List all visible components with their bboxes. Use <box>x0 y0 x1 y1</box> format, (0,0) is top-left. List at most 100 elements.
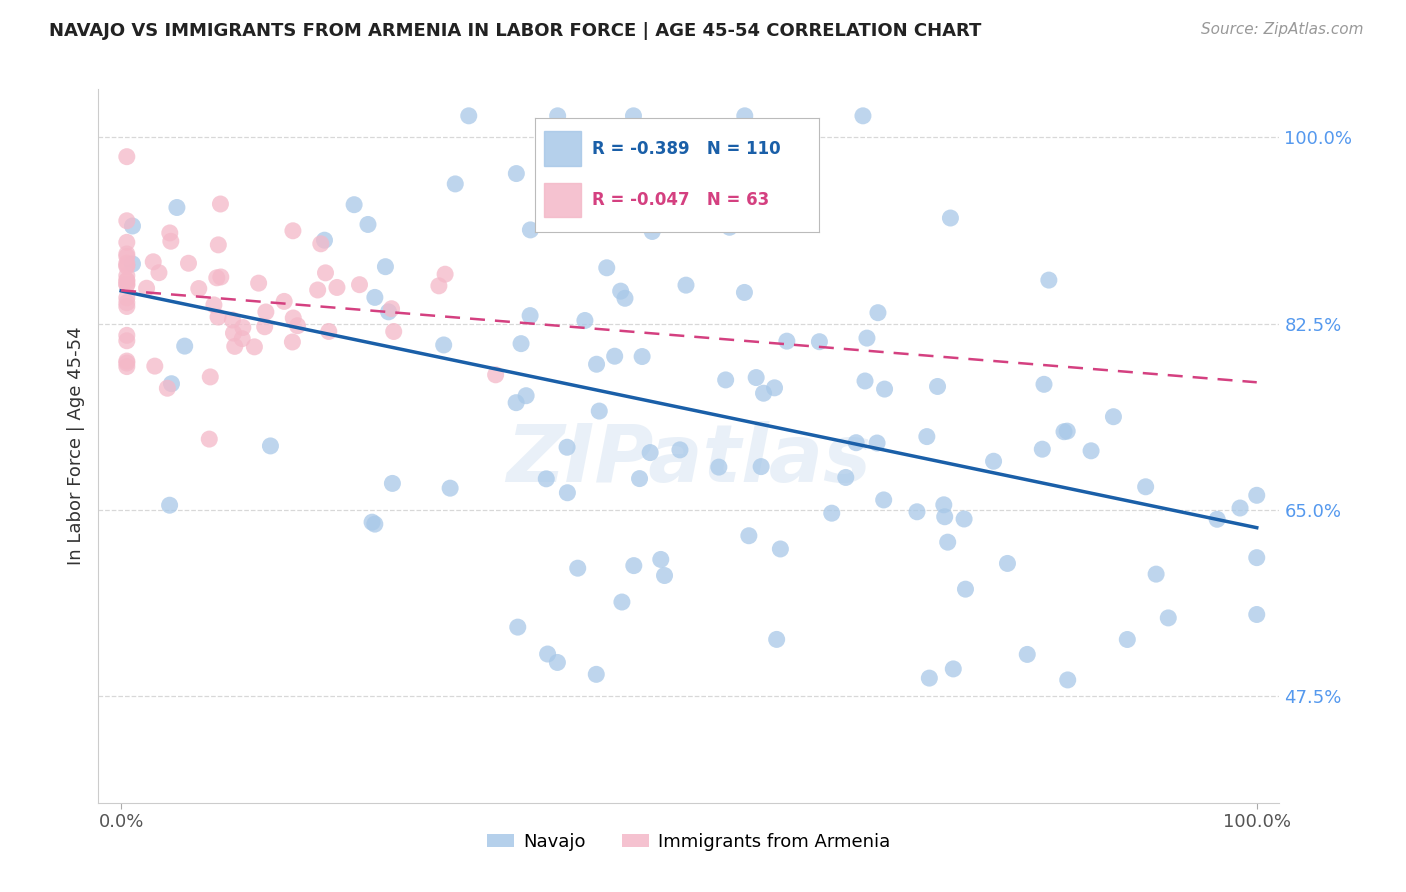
Point <box>567 561 589 575</box>
Point <box>364 290 387 304</box>
Point <box>669 442 692 457</box>
Point <box>115 300 138 314</box>
Point <box>485 368 508 382</box>
Point <box>983 454 1005 468</box>
Point <box>115 150 138 164</box>
Point <box>942 662 965 676</box>
Point <box>603 349 626 363</box>
Text: NAVAJO VS IMMIGRANTS FROM ARMENIA IN LABOR FORCE | AGE 45-54 CORRELATION CHART: NAVAJO VS IMMIGRANTS FROM ARMENIA IN LAB… <box>49 22 981 40</box>
Point <box>254 305 277 319</box>
Point <box>142 254 165 268</box>
Point <box>121 257 143 271</box>
Point <box>202 298 225 312</box>
Point <box>115 356 138 370</box>
Point <box>382 325 405 339</box>
Point <box>318 325 340 339</box>
Point <box>808 334 831 349</box>
Point <box>1246 488 1268 502</box>
Point <box>585 667 607 681</box>
Point <box>381 476 404 491</box>
Point <box>361 515 384 529</box>
Point <box>733 285 755 300</box>
Point <box>536 647 558 661</box>
Point <box>934 509 956 524</box>
Point <box>247 276 270 290</box>
Legend: Navajo, Immigrants from Armenia: Navajo, Immigrants from Armenia <box>481 826 897 858</box>
Point <box>955 582 977 596</box>
Point <box>173 339 195 353</box>
Point <box>1033 377 1056 392</box>
Point <box>654 568 676 582</box>
Point <box>433 338 456 352</box>
Point <box>915 429 938 443</box>
Point <box>115 256 138 270</box>
Point <box>765 632 787 647</box>
Point <box>873 492 896 507</box>
Point <box>1157 611 1180 625</box>
Point <box>115 258 138 272</box>
Point <box>873 382 896 396</box>
Point <box>718 220 741 235</box>
Point <box>738 529 761 543</box>
Point <box>115 334 138 348</box>
Point <box>997 557 1019 571</box>
Point <box>314 233 336 247</box>
Point <box>1038 273 1060 287</box>
Point <box>752 386 775 401</box>
Point <box>207 238 229 252</box>
Point <box>115 213 138 227</box>
Point <box>603 185 626 199</box>
Point <box>281 334 304 349</box>
Point <box>253 319 276 334</box>
Point <box>536 472 558 486</box>
Point <box>1229 501 1251 516</box>
Point <box>588 404 610 418</box>
Point <box>623 558 645 573</box>
Point <box>505 167 527 181</box>
Point <box>315 266 337 280</box>
Point <box>115 235 138 250</box>
Point <box>1206 512 1229 526</box>
Point <box>856 331 879 345</box>
Point <box>631 350 654 364</box>
Point <box>222 326 245 340</box>
Point <box>357 218 380 232</box>
Point <box>374 260 396 274</box>
Point <box>852 109 875 123</box>
Point <box>866 436 889 450</box>
Point <box>953 512 976 526</box>
Point <box>614 291 637 305</box>
Point <box>506 620 529 634</box>
Point <box>745 370 768 384</box>
Point <box>1017 648 1039 662</box>
Point <box>609 284 631 298</box>
Point <box>259 439 281 453</box>
Point <box>939 211 962 225</box>
Point <box>135 281 157 295</box>
Point <box>427 278 450 293</box>
Point <box>638 445 661 459</box>
Point <box>434 267 457 281</box>
Point <box>650 552 672 566</box>
Point <box>115 268 138 283</box>
Point <box>675 278 697 293</box>
Point <box>835 470 858 484</box>
Point <box>519 223 541 237</box>
Point <box>628 472 651 486</box>
Text: Source: ZipAtlas.com: Source: ZipAtlas.com <box>1201 22 1364 37</box>
Point <box>343 197 366 211</box>
Point <box>209 270 232 285</box>
Point <box>623 109 645 123</box>
Point <box>1102 409 1125 424</box>
Point <box>519 309 541 323</box>
Point <box>160 376 183 391</box>
Point <box>115 250 138 264</box>
Point <box>115 247 138 261</box>
Point <box>148 266 170 280</box>
Point <box>457 109 479 123</box>
Point <box>1116 632 1139 647</box>
Point <box>207 310 229 324</box>
Point <box>918 671 941 685</box>
Point <box>198 432 221 446</box>
Point <box>287 318 309 333</box>
